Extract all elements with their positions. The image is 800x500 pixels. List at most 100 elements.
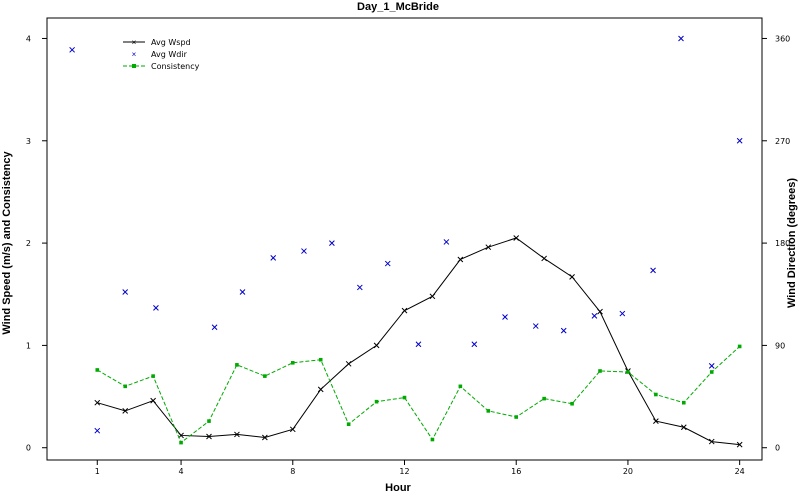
x-tick-label: 1 xyxy=(95,467,100,476)
avg-wdir-point xyxy=(560,327,567,334)
x-tick-label: 8 xyxy=(290,467,295,476)
consistency-point xyxy=(179,440,183,445)
y-right-tick-label: 270 xyxy=(775,137,790,146)
x-tick-label: 12 xyxy=(399,467,409,476)
y-right-tick-label: 90 xyxy=(775,341,785,350)
avg-wspd-point xyxy=(150,397,156,404)
legend-label-avg-wdir: Avg Wdir xyxy=(151,50,188,59)
avg-wspd-point xyxy=(653,418,659,424)
consistency-point xyxy=(709,370,714,374)
avg-wdir-point xyxy=(443,239,450,245)
consistency-point xyxy=(430,437,435,442)
series-consistency xyxy=(95,344,742,445)
avg-wdir-point xyxy=(69,46,75,53)
consistency-point xyxy=(374,399,379,404)
y-left-tick-label: 0 xyxy=(26,444,31,453)
avg-wdir-point xyxy=(650,267,656,274)
avg-wdir-point xyxy=(122,289,129,295)
legend-label-avg-wspd: Avg Wspd xyxy=(151,38,191,47)
y-left-tick-label: 4 xyxy=(26,34,31,43)
avg-wdir-point xyxy=(532,323,539,329)
avg-wdir-point xyxy=(356,284,363,291)
consistency-point xyxy=(486,409,491,413)
x-tick-label: 24 xyxy=(735,467,745,476)
y-right-tick-label: 0 xyxy=(775,444,780,453)
avg-wdir-point xyxy=(619,310,626,317)
consistency-point xyxy=(207,419,211,423)
consistency-point xyxy=(318,357,323,362)
avg-wdir-point xyxy=(329,240,335,246)
legend-marker-avg-wdir: × xyxy=(132,50,137,59)
avg-wspd-point xyxy=(261,434,268,441)
consistency-point xyxy=(235,363,239,367)
avg-wspd-point xyxy=(569,274,575,280)
y-left-tick-label: 3 xyxy=(26,137,31,146)
avg-wdir-point xyxy=(471,341,478,348)
consistency-point xyxy=(570,401,574,406)
consistency-point xyxy=(123,384,128,389)
y-axis-left-title: Wind Speed (m/s) and Consistency xyxy=(1,150,13,334)
avg-wspd-point xyxy=(401,307,408,314)
consistency-point xyxy=(626,370,630,374)
avg-wspd-point xyxy=(597,308,603,315)
avg-wdir-point xyxy=(678,35,684,42)
avg-wspd-point xyxy=(429,293,436,300)
x-tick-label: 16 xyxy=(511,467,521,476)
avg-wdir-point xyxy=(211,324,218,331)
y-axis-right: 0 90 180 270 360 xyxy=(762,34,790,453)
x-tick-label: 4 xyxy=(179,467,184,476)
consistency-line xyxy=(97,346,740,444)
consistency-point xyxy=(458,384,463,389)
avg-wdir-point xyxy=(94,427,101,434)
series-avg-wdir xyxy=(69,35,743,434)
avg-wspd-point xyxy=(94,399,101,406)
y-right-tick-label: 360 xyxy=(775,34,790,43)
avg-wspd-point xyxy=(736,441,743,448)
avg-wspd-point xyxy=(206,433,212,440)
y-right-tick-label: 180 xyxy=(775,239,790,248)
x-axis: 1 4 8 12 16 20 24 xyxy=(95,460,745,476)
avg-wdir-point xyxy=(502,314,508,320)
avg-wspd-point xyxy=(541,255,548,262)
avg-wdir-point xyxy=(415,341,422,348)
consistency-point xyxy=(402,395,407,400)
consistency-point xyxy=(346,422,351,426)
legend: × Avg Wspd × Avg Wdir Consistency xyxy=(117,33,200,73)
avg-wdir-point xyxy=(153,305,159,311)
avg-wspd-point xyxy=(680,424,687,431)
series-avg-wspd xyxy=(94,235,743,448)
consistency-point xyxy=(290,361,295,365)
avg-wspd-point xyxy=(513,235,520,241)
avg-wdir-point xyxy=(384,260,391,267)
consistency-point xyxy=(654,392,658,397)
legend-marker-consistency xyxy=(132,64,136,68)
avg-wdir-point xyxy=(270,255,277,261)
avg-wspd-point xyxy=(317,386,324,393)
y-left-tick-label: 2 xyxy=(26,239,31,248)
consistency-point xyxy=(737,344,742,349)
legend-label-consistency: Consistency xyxy=(151,62,200,71)
avg-wspd-point xyxy=(234,431,240,438)
consistency-point xyxy=(263,374,267,378)
y-left-tick-label: 1 xyxy=(26,341,31,350)
avg-wspd-point xyxy=(708,438,715,445)
y-axis-left: 0 1 2 3 4 xyxy=(26,34,47,453)
avg-wspd-point xyxy=(178,432,184,439)
legend-marker-avg-wspd: × xyxy=(132,38,137,47)
avg-wspd-point xyxy=(373,342,380,349)
avg-wdir-point xyxy=(591,312,598,319)
avg-wspd-line xyxy=(97,237,740,446)
x-axis-title: Hour xyxy=(385,482,411,494)
consistency-point xyxy=(681,400,686,405)
avg-wdir-point xyxy=(239,289,246,295)
avg-wspd-point xyxy=(457,256,464,263)
avg-wspd-point xyxy=(289,426,296,433)
avg-wspd-point xyxy=(122,408,129,414)
consistency-point xyxy=(95,368,100,372)
chart-title: Day_1_McBride xyxy=(357,1,439,13)
avg-wdir-point xyxy=(736,137,743,144)
avg-wspd-point xyxy=(485,244,492,251)
x-tick-label: 20 xyxy=(623,467,633,476)
consistency-point xyxy=(542,396,546,401)
